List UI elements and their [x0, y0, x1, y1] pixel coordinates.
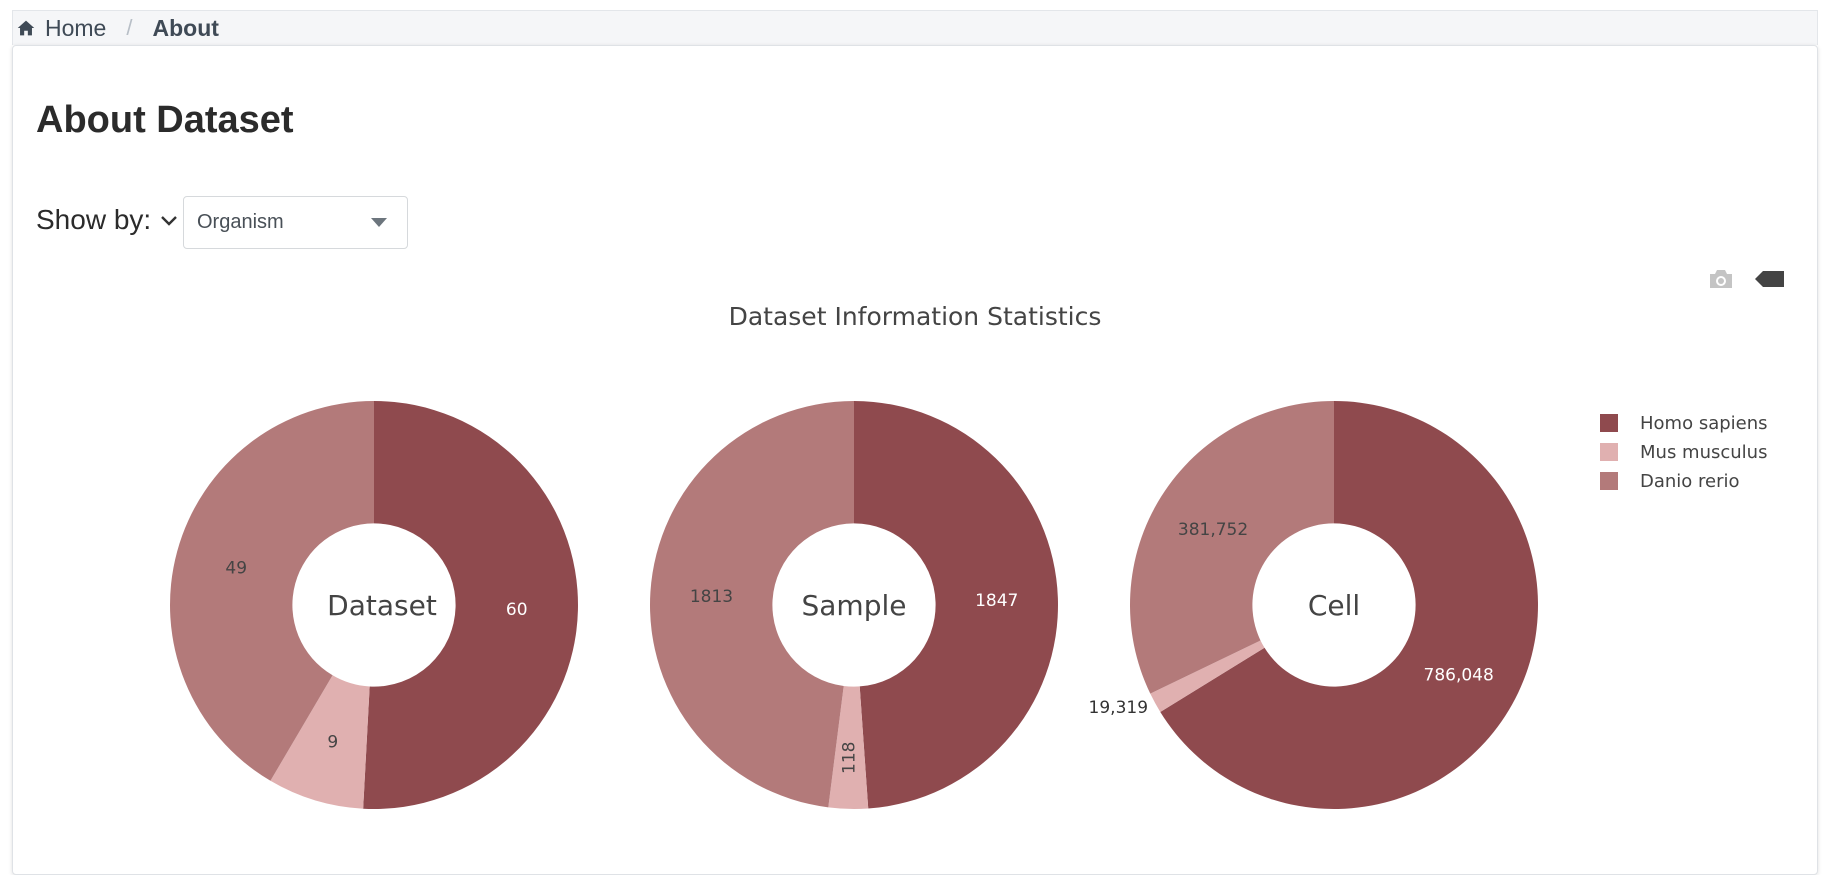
tag-icon[interactable] — [1755, 270, 1785, 288]
pie-slice-cell-homo-sapiens[interactable] — [1160, 401, 1538, 809]
show-by-select-value[interactable]: Organism — [197, 211, 284, 233]
pie-slice-cell-danio-rerio[interactable] — [1130, 401, 1334, 694]
camera-icon[interactable] — [1708, 268, 1734, 290]
breadcrumb-current: About — [152, 14, 219, 41]
pie-slice-dataset-homo-sapiens[interactable] — [363, 401, 578, 809]
chart-legend: Homo sapiens Mus musculus Danio rerio — [1600, 413, 1768, 492]
caret-down-icon[interactable] — [371, 218, 387, 228]
breadcrumb-separator: / — [126, 15, 133, 40]
slice-label-sample-1: 118 — [840, 742, 860, 774]
slice-label-cell-1: 19,319 — [1089, 698, 1148, 718]
pie-slice-dataset-mus-musculus[interactable] — [270, 675, 370, 809]
pie-center-label-dataset: Dataset — [327, 589, 437, 622]
home-icon — [17, 20, 35, 36]
show-by-select[interactable]: Organism — [183, 196, 408, 249]
legend-swatch-danio-rerio[interactable] — [1600, 472, 1618, 490]
legend-label-mus-musculus[interactable]: Mus musculus — [1640, 442, 1767, 463]
slice-label-dataset-2: 49 — [225, 558, 247, 578]
slice-label-cell-0: 786,048 — [1424, 666, 1494, 686]
slice-label-dataset-1: 9 — [327, 733, 338, 753]
pie-slice-sample-danio-rerio[interactable] — [649, 401, 854, 808]
legend-label-danio-rerio[interactable]: Danio rerio — [1640, 471, 1740, 492]
pies-group: 60 9 49 Dataset 1847 118 1813 Sample 786,048 19,3… — [169, 401, 1538, 809]
pie-slice-sample-mus-musculus[interactable] — [828, 685, 869, 809]
pie-slice-cell-mus-musculus[interactable] — [1150, 640, 1265, 712]
slice-label-sample-0: 1847 — [975, 591, 1018, 611]
show-by-label: Show by: — [36, 204, 152, 235]
breadcrumb-home[interactable]: Home — [15, 15, 106, 42]
legend-swatch-homo-sapiens[interactable] — [1600, 414, 1618, 432]
page-title: About Dataset — [36, 99, 294, 141]
legend-swatch-mus-musculus[interactable] — [1600, 443, 1618, 461]
slice-label-dataset-0: 60 — [506, 600, 528, 620]
legend-label-homo-sapiens[interactable]: Homo sapiens — [1640, 413, 1768, 434]
pie-slice-dataset-danio-rerio[interactable] — [169, 401, 374, 781]
chart-title: Dataset Information Statistics — [729, 302, 1102, 331]
chevron-down-icon[interactable] — [160, 214, 178, 228]
breadcrumb: Home / About — [12, 10, 1818, 45]
pie-slice-sample-homo-sapiens[interactable] — [854, 401, 1059, 809]
slice-label-sample-2: 1813 — [690, 587, 733, 607]
pie-center-label-sample: Sample — [802, 589, 907, 622]
breadcrumb-home-label[interactable]: Home — [45, 14, 107, 41]
pie-center-label-cell: Cell — [1308, 589, 1360, 622]
slice-label-cell-2: 381,752 — [1178, 520, 1248, 540]
